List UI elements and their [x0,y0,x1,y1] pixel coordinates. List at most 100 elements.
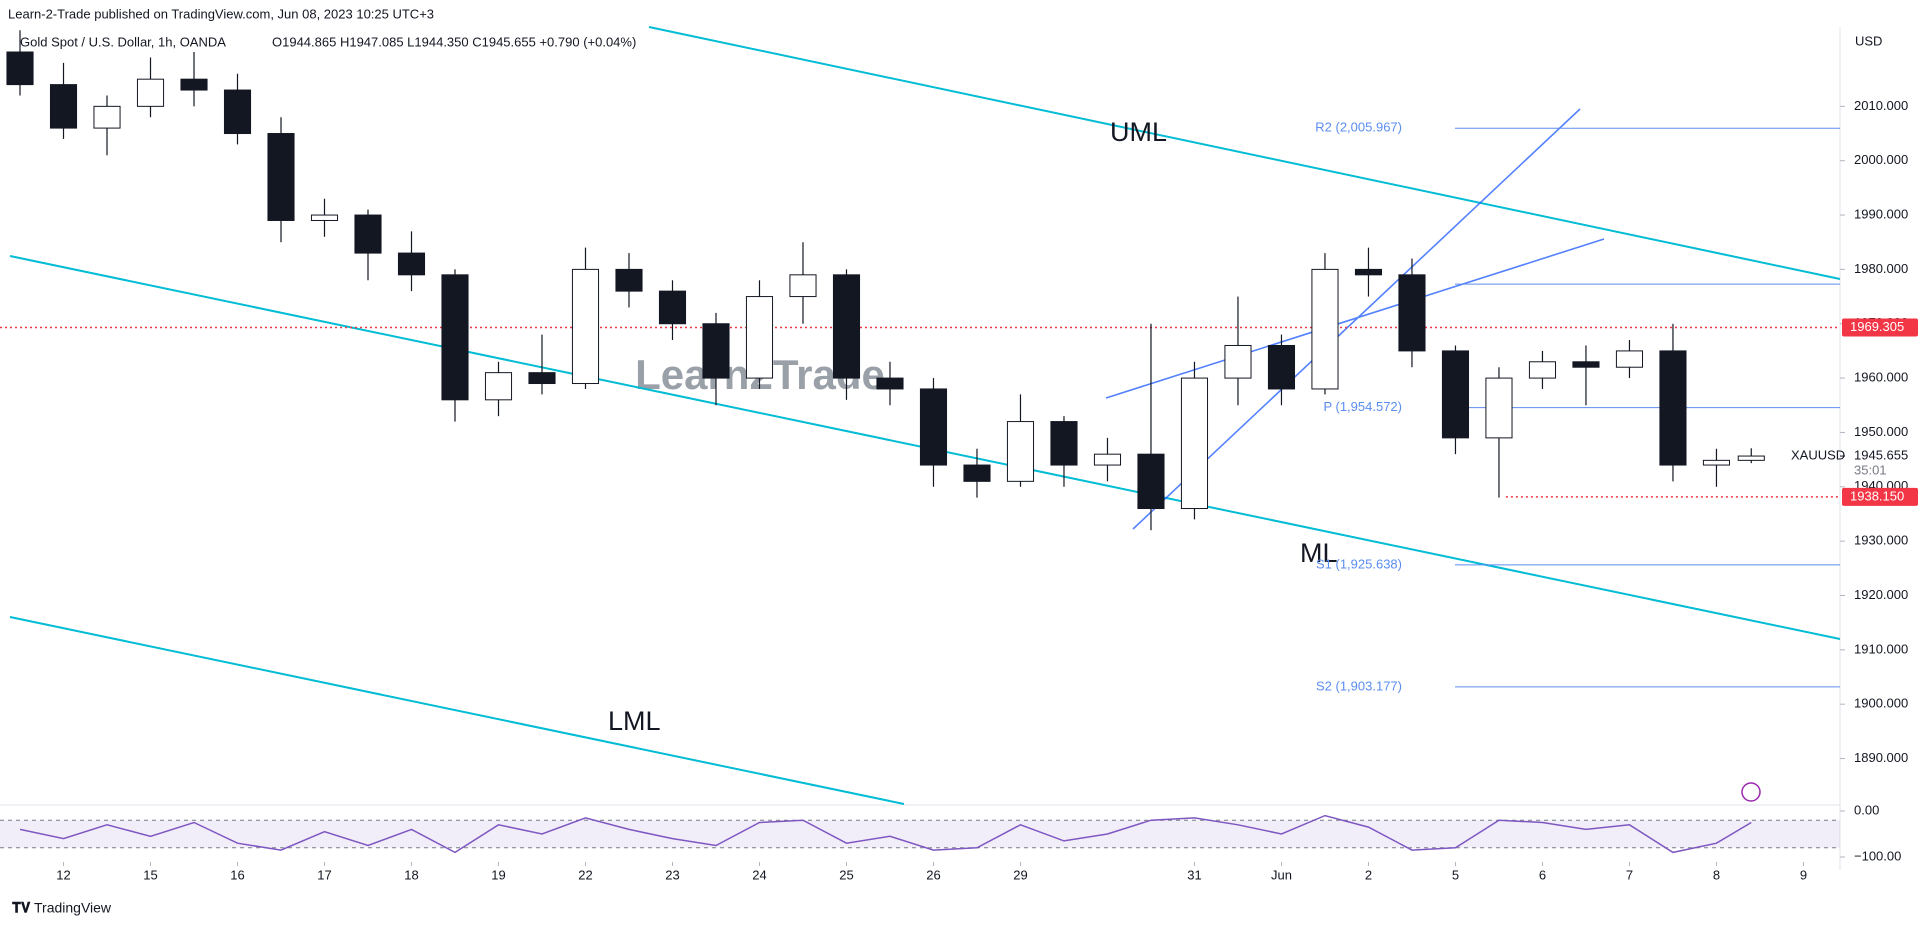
candle-body [528,372,556,385]
level-tag [1842,487,1918,506]
date-tick-label: 22 [578,867,592,882]
uml-label: UML [1110,117,1167,147]
candle-body [1441,350,1470,439]
osc-band [0,820,1840,848]
pivot-label: S1 (1,925.638) [1316,556,1402,571]
oscillator-line [19,814,1752,854]
price-tick-label: 1900.000 [1854,696,1908,711]
date-tick-label: 16 [230,867,244,882]
candle-body [745,296,774,379]
footer-brand: TradingView [34,900,112,916]
candle-body [1398,274,1426,352]
candle-body [963,464,991,482]
date-tick-label: 12 [56,867,70,882]
candle-body [441,274,469,401]
candle-body [789,274,817,298]
candle-body [6,51,34,86]
price-tick-label: 1950.000 [1854,424,1908,439]
level-tag-label: 1938.150 [1850,488,1904,503]
date-tick-label: 5 [1452,867,1459,882]
date-tick-label: 24 [752,867,766,882]
candle-body [180,78,208,91]
last-price: 1945.655 [1854,447,1908,462]
pivot-label: S2 (1,903.177) [1316,678,1402,693]
candle-body [1354,268,1383,276]
price-tick-label: 1980.000 [1854,261,1908,276]
price-tick-label: 1960.000 [1854,370,1908,385]
date-tick-label: 9 [1800,867,1807,882]
pivot-label: P (1,954.572) [1323,399,1402,414]
osc-tick-label: 0.00 [1854,802,1879,817]
candle-body [49,84,78,129]
candle-body [615,268,643,292]
candle-body [1224,344,1252,379]
channel-lower [1105,238,1605,399]
price-tick-label: 1990.000 [1854,206,1908,221]
osc-tick-label: −100.00 [1854,848,1901,863]
countdown: 35:01 [1854,462,1887,477]
candle-body [658,290,687,325]
candle-body [919,388,948,466]
candle-body [93,105,121,129]
candle-body [1050,421,1078,466]
candle-body [1311,268,1339,390]
date-tick-label: 8 [1713,867,1720,882]
price-tick-label: 1890.000 [1854,750,1908,765]
candle-body [702,323,730,379]
candle-body [1659,350,1687,466]
date-tick-label: Jun [1271,867,1292,882]
candle-body [1137,453,1165,510]
uml-line [648,26,1841,280]
ml-label: ML [1300,538,1338,568]
date-tick-label: 15 [143,867,157,882]
candle-body [1615,350,1644,368]
candle-body [1006,421,1035,482]
candle-body [832,274,861,379]
candle-body [1528,361,1557,379]
ohlc-line: O1944.865 H1947.085 L1944.350 C1945.655 … [272,34,636,49]
date-tick-label: 26 [926,867,940,882]
candle-body [1737,455,1765,461]
last-symbol: XAUUSD [1791,447,1845,462]
candle-body [354,214,382,254]
date-tick-label: 29 [1013,867,1027,882]
candle-body [484,372,513,401]
channel [1105,108,1605,530]
price-tick-label: 1930.000 [1854,533,1908,548]
candle-body [571,268,600,385]
price-tick-label: 1910.000 [1854,641,1908,656]
candle-body [310,214,339,221]
lml-line [9,616,905,805]
alert-icon[interactable] [1741,782,1761,802]
date-tick-label: 19 [491,867,505,882]
candle-body [1267,344,1296,390]
candle-body [267,133,295,221]
date-tick-label: 23 [665,867,679,882]
candle-body [876,377,904,390]
date-tick-label: 6 [1539,867,1546,882]
price-tick-label: 2000.000 [1854,152,1908,167]
price-tick-label: 1920.000 [1854,587,1908,602]
candle-body [397,252,426,276]
level-tag [1842,318,1918,337]
currency: USD [1855,33,1882,48]
date-tick-label: 31 [1187,867,1201,882]
candle-body [1180,377,1209,510]
lml-label: LML [608,706,661,736]
date-tick-label: 25 [839,867,853,882]
price-tick-label: 2010.000 [1854,98,1908,113]
date-tick-label: 18 [404,867,418,882]
candle-body [1572,361,1600,368]
candle-body [136,78,165,107]
date-tick-label: 2 [1365,867,1372,882]
candle-body [1702,459,1731,466]
candle-body [1485,377,1513,439]
published-line: Learn-2-Trade published on TradingView.c… [8,6,434,21]
date-tick-label: 17 [317,867,331,882]
candle-body [223,89,252,135]
date-tick-label: 7 [1626,867,1633,882]
candle-body [1093,453,1122,466]
symbol-name: Gold Spot / U.S. Dollar, 1h, OANDA [20,34,226,49]
footer-logo: 𝐓𝐕 [12,900,31,916]
